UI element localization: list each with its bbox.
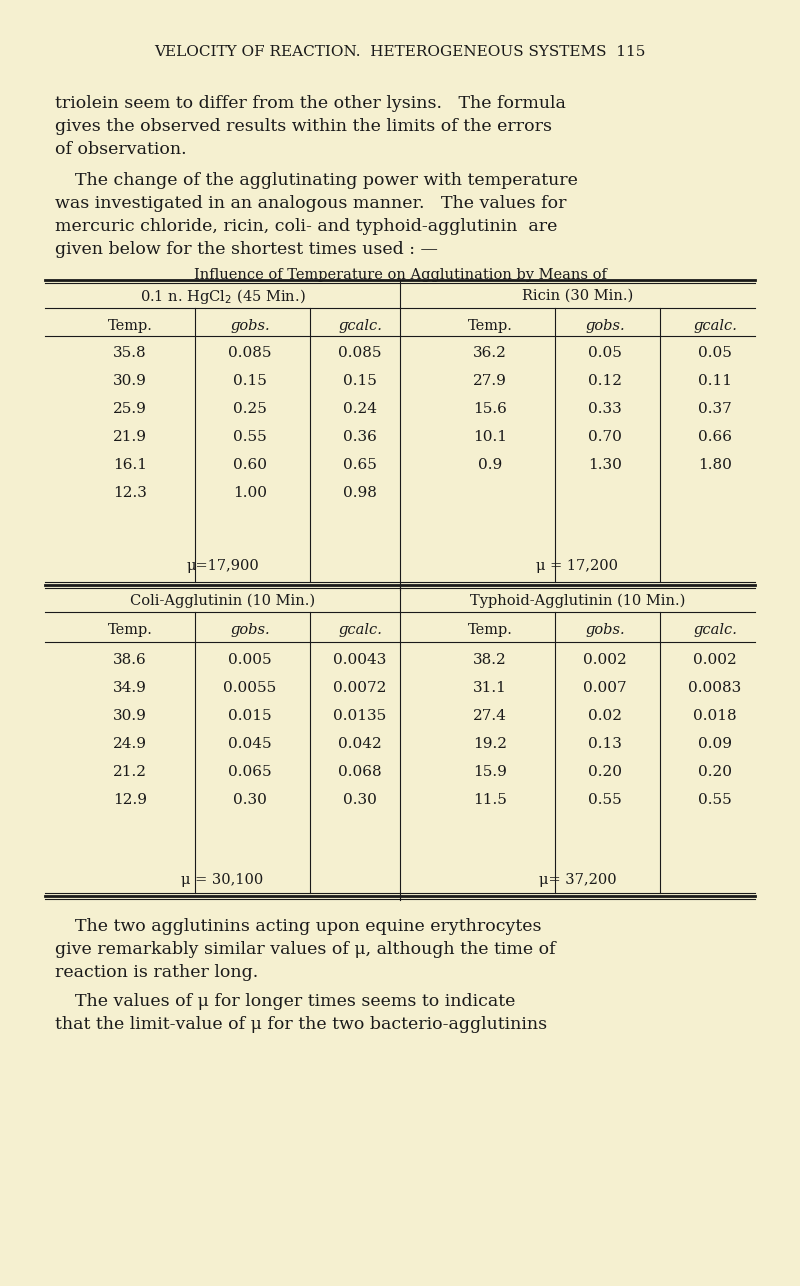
Text: 1.30: 1.30: [588, 458, 622, 472]
Text: 0.05: 0.05: [588, 346, 622, 360]
Text: 12.3: 12.3: [113, 486, 147, 500]
Text: 0.20: 0.20: [698, 765, 732, 779]
Text: 0.0072: 0.0072: [334, 682, 386, 694]
Text: given below for the shortest times used : —: given below for the shortest times used …: [55, 240, 438, 258]
Text: of observation.: of observation.: [55, 141, 186, 158]
Text: Coli-Agglutinin (10 Min.): Coli-Agglutinin (10 Min.): [130, 594, 315, 608]
Text: 38.2: 38.2: [473, 653, 507, 667]
Text: μ=17,900: μ=17,900: [186, 559, 259, 574]
Text: 1.00: 1.00: [233, 486, 267, 500]
Text: 24.9: 24.9: [113, 737, 147, 751]
Text: 0.015: 0.015: [228, 709, 272, 723]
Text: 0.1 n. HgCl$_2$ (45 Min.): 0.1 n. HgCl$_2$ (45 Min.): [140, 287, 306, 306]
Text: 21.2: 21.2: [113, 765, 147, 779]
Text: 12.9: 12.9: [113, 793, 147, 808]
Text: give remarkably similar values of μ, although the time of: give remarkably similar values of μ, alt…: [55, 941, 556, 958]
Text: mercuric chloride, ricin, coli- and typhoid-agglutinin  are: mercuric chloride, ricin, coli- and typh…: [55, 219, 558, 235]
Text: 0.02: 0.02: [588, 709, 622, 723]
Text: Temp.: Temp.: [107, 319, 153, 333]
Text: 0.042: 0.042: [338, 737, 382, 751]
Text: 31.1: 31.1: [473, 682, 507, 694]
Text: 21.9: 21.9: [113, 430, 147, 444]
Text: 0.045: 0.045: [228, 737, 272, 751]
Text: VELOCITY OF REACTION.  HETEROGENEOUS SYSTEMS  115: VELOCITY OF REACTION. HETEROGENEOUS SYST…: [154, 45, 646, 59]
Text: 1.80: 1.80: [698, 458, 732, 472]
Text: 0.09: 0.09: [698, 737, 732, 751]
Text: Temp.: Temp.: [467, 622, 513, 637]
Text: 0.0135: 0.0135: [334, 709, 386, 723]
Text: that the limit-value of μ for the two bacterio-agglutinins: that the limit-value of μ for the two ba…: [55, 1016, 547, 1033]
Text: 15.6: 15.6: [473, 403, 507, 415]
Text: 0.018: 0.018: [693, 709, 737, 723]
Text: 0.15: 0.15: [343, 374, 377, 388]
Text: 0.65: 0.65: [343, 458, 377, 472]
Text: Temp.: Temp.: [107, 622, 153, 637]
Text: 30.9: 30.9: [113, 374, 147, 388]
Text: 27.9: 27.9: [473, 374, 507, 388]
Text: 0.068: 0.068: [338, 765, 382, 779]
Text: 0.66: 0.66: [698, 430, 732, 444]
Text: ɡcalc.: ɡcalc.: [693, 622, 737, 637]
Text: 30.9: 30.9: [113, 709, 147, 723]
Text: 0.007: 0.007: [583, 682, 627, 694]
Text: 0.0083: 0.0083: [688, 682, 742, 694]
Text: Ricin (30 Min.): Ricin (30 Min.): [522, 289, 633, 303]
Text: 10.1: 10.1: [473, 430, 507, 444]
Text: 0.15: 0.15: [233, 374, 267, 388]
Text: 0.25: 0.25: [233, 403, 267, 415]
Text: 0.002: 0.002: [583, 653, 627, 667]
Text: 0.11: 0.11: [698, 374, 732, 388]
Text: 0.05: 0.05: [698, 346, 732, 360]
Text: 0.55: 0.55: [588, 793, 622, 808]
Text: 0.9: 0.9: [478, 458, 502, 472]
Text: 38.6: 38.6: [113, 653, 147, 667]
Text: 11.5: 11.5: [473, 793, 507, 808]
Text: reaction is rather long.: reaction is rather long.: [55, 964, 258, 981]
Text: 25.9: 25.9: [113, 403, 147, 415]
Text: gives the observed results within the limits of the errors: gives the observed results within the li…: [55, 118, 552, 135]
Text: 36.2: 36.2: [473, 346, 507, 360]
Text: ɡobs.: ɡobs.: [230, 319, 270, 333]
Text: 0.24: 0.24: [343, 403, 377, 415]
Text: 0.60: 0.60: [233, 458, 267, 472]
Text: 0.0055: 0.0055: [223, 682, 277, 694]
Text: triolein seem to differ from the other lysins.   The formula: triolein seem to differ from the other l…: [55, 95, 566, 112]
Text: 0.70: 0.70: [588, 430, 622, 444]
Text: 0.065: 0.065: [228, 765, 272, 779]
Text: ɡcalc.: ɡcalc.: [338, 622, 382, 637]
Text: 34.9: 34.9: [113, 682, 147, 694]
Text: 0.55: 0.55: [698, 793, 732, 808]
Text: μ = 17,200: μ = 17,200: [537, 559, 618, 574]
Text: Typhoid-Agglutinin (10 Min.): Typhoid-Agglutinin (10 Min.): [470, 594, 685, 608]
Text: was investigated in an analogous manner.   The values for: was investigated in an analogous manner.…: [55, 195, 566, 212]
Text: The values of μ for longer times seems to indicate: The values of μ for longer times seems t…: [75, 993, 515, 1010]
Text: Temp.: Temp.: [467, 319, 513, 333]
Text: 0.33: 0.33: [588, 403, 622, 415]
Text: μ= 37,200: μ= 37,200: [538, 873, 616, 887]
Text: 19.2: 19.2: [473, 737, 507, 751]
Text: 0.36: 0.36: [343, 430, 377, 444]
Text: 0.0043: 0.0043: [334, 653, 386, 667]
Text: 0.98: 0.98: [343, 486, 377, 500]
Text: 0.55: 0.55: [233, 430, 267, 444]
Text: 0.13: 0.13: [588, 737, 622, 751]
Text: 0.30: 0.30: [343, 793, 377, 808]
Text: 0.12: 0.12: [588, 374, 622, 388]
Text: 0.20: 0.20: [588, 765, 622, 779]
Text: 35.8: 35.8: [113, 346, 147, 360]
Text: 16.1: 16.1: [113, 458, 147, 472]
Text: ɡcalc.: ɡcalc.: [693, 319, 737, 333]
Text: 0.37: 0.37: [698, 403, 732, 415]
Text: ɡcalc.: ɡcalc.: [338, 319, 382, 333]
Text: 0.30: 0.30: [233, 793, 267, 808]
Text: 15.9: 15.9: [473, 765, 507, 779]
Text: 27.4: 27.4: [473, 709, 507, 723]
Text: ɡobs.: ɡobs.: [585, 319, 625, 333]
Text: ɡobs.: ɡobs.: [585, 622, 625, 637]
Text: The change of the agglutinating power with temperature: The change of the agglutinating power wi…: [75, 172, 578, 189]
Text: 0.002: 0.002: [693, 653, 737, 667]
Text: The two agglutinins acting upon equine erythrocytes: The two agglutinins acting upon equine e…: [75, 918, 542, 935]
Text: 0.085: 0.085: [228, 346, 272, 360]
Text: 0.085: 0.085: [338, 346, 382, 360]
